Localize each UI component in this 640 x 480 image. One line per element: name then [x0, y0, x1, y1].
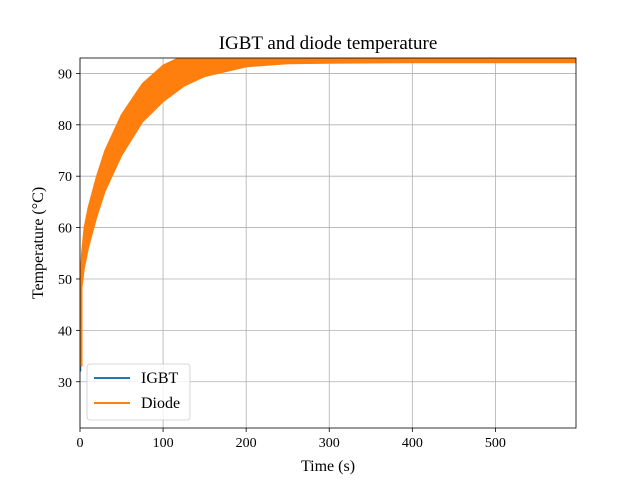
legend-label-diode: Diode — [141, 395, 180, 412]
y-tick-label: 70 — [58, 170, 72, 185]
chart-title: IGBT and diode temperature — [219, 33, 438, 54]
y-tick-label: 50 — [58, 273, 72, 288]
x-tick-label: 0 — [77, 436, 84, 451]
y-tick-label: 60 — [58, 222, 72, 237]
y-tick-label: 90 — [58, 67, 72, 82]
x-tick-label: 200 — [236, 436, 257, 451]
y-tick-label: 30 — [58, 376, 72, 391]
x-tick-label: 400 — [402, 436, 423, 451]
plot-data — [80, 58, 576, 372]
x-tick-label: 500 — [485, 436, 506, 451]
series-diode-band — [80, 58, 576, 367]
x-tick-label: 100 — [153, 436, 174, 451]
y-axis-title: Temperature (°C) — [30, 187, 47, 299]
y-tick-label: 80 — [58, 119, 72, 134]
legend: IGBT Diode — [86, 363, 191, 421]
x-axis-title: Time (s) — [301, 458, 355, 475]
legend-label-igbt: IGBT — [141, 370, 179, 387]
x-tick-label: 300 — [319, 436, 340, 451]
plot-frame — [79, 57, 577, 429]
y-tick-label: 40 — [58, 324, 72, 339]
